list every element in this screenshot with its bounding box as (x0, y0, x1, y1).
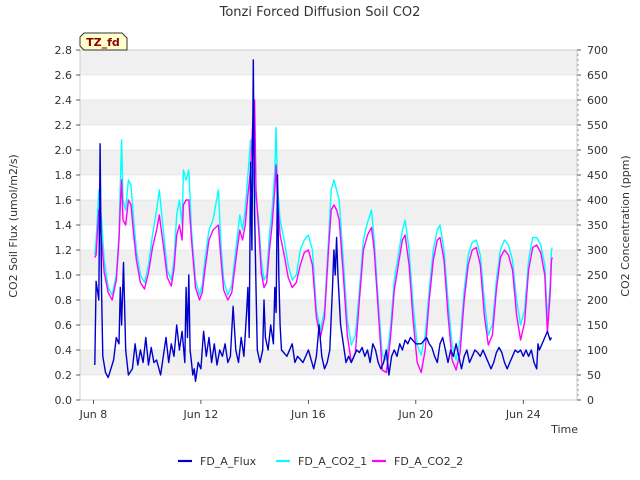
legend-label: FD_A_CO2_1 (298, 455, 367, 468)
x-tick-label: Jun 12 (183, 408, 219, 421)
x-tick-label: Jun 8 (79, 408, 108, 421)
background-band (80, 325, 577, 350)
right-tick-label: 700 (587, 44, 608, 57)
chart-title: Tonzi Forced Diffusion Soil CO2 (219, 5, 421, 20)
right-tick-label: 450 (587, 169, 608, 182)
legend-label: FD_A_CO2_2 (394, 455, 463, 468)
right-axis-label: CO2 Concentration (ppm) (619, 155, 632, 296)
left-tick-label: 1.0 (55, 269, 73, 282)
left-tick-label: 2.8 (55, 44, 73, 57)
left-tick-label: 1.8 (55, 169, 73, 182)
site-badge-label: TZ_fd (86, 36, 120, 49)
x-tick-label: Jun 20 (397, 408, 433, 421)
left-tick-label: 2.2 (55, 119, 73, 132)
x-tick-label: Jun 24 (505, 408, 541, 421)
series-line-fd-a-flux (94, 59, 553, 382)
x-tick-label: Jun 16 (290, 408, 326, 421)
left-tick-label: 1.2 (55, 244, 73, 257)
background-band (80, 50, 577, 75)
right-tick-label: 400 (587, 194, 608, 207)
left-tick-label: 1.4 (55, 219, 73, 232)
right-tick-label: 250 (587, 269, 608, 282)
background-band (80, 375, 577, 400)
right-tick-label: 350 (587, 219, 608, 232)
right-tick-label: 550 (587, 119, 608, 132)
left-tick-label: 2.4 (55, 94, 73, 107)
left-tick-label: 1.6 (55, 194, 73, 207)
left-tick-label: 2.0 (55, 144, 73, 157)
x-axis: Jun 8 Jun 12 Jun 16 Jun 20 Jun 24 (79, 400, 541, 421)
left-tick-label: 0.6 (55, 319, 73, 332)
right-tick-label: 600 (587, 94, 608, 107)
right-tick-label: 100 (587, 344, 608, 357)
right-tick-label: 0 (587, 394, 594, 407)
site-badge: TZ_fd (79, 32, 128, 51)
series-layer (94, 59, 553, 382)
right-tick-label: 150 (587, 319, 608, 332)
left-tick-label: 2.6 (55, 69, 73, 82)
right-tick-label: 50 (587, 369, 601, 382)
background-band (80, 275, 577, 300)
background-band (80, 125, 577, 150)
left-tick-label: 0.2 (55, 369, 73, 382)
right-tick-label: 650 (587, 69, 608, 82)
legend: FD_A_Flux FD_A_CO2_1 FD_A_CO2_2 (178, 455, 463, 468)
left-tick-label: 0.0 (55, 394, 73, 407)
right-tick-label: 300 (587, 244, 608, 257)
right-tick-label: 200 (587, 294, 608, 307)
right-axis: 0 50 100 150 200 250 300 350 400 450 500 550 600 650 7… (577, 44, 608, 407)
left-tick-label: 0.4 (55, 344, 73, 357)
background-band (80, 75, 577, 100)
background-band (80, 175, 577, 200)
right-tick-label: 500 (587, 144, 608, 157)
x-axis-label: Time (550, 423, 578, 436)
background-band (80, 300, 577, 325)
left-axis-label: CO2 Soil Flux (umol/m2/s) (7, 154, 20, 297)
background-band (80, 150, 577, 175)
legend-label: FD_A_Flux (200, 455, 257, 468)
series-line-fd-a-co2-1 (94, 126, 553, 361)
left-axis: 0.0 0.2 0.4 0.6 0.8 1.0 1.2 1.4 1.6 1.8 2.0 2.2 2.4 2… (55, 44, 80, 407)
background-band (80, 100, 577, 125)
series-line-fd-a-co2-2 (94, 99, 553, 374)
left-tick-label: 0.8 (55, 294, 73, 307)
